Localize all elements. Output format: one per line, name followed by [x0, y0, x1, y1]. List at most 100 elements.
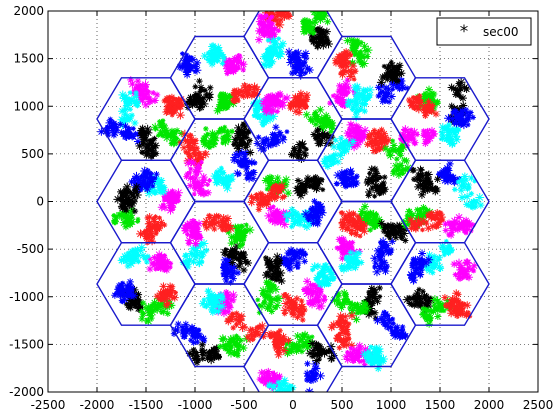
scatter-point	[202, 140, 209, 146]
scatter-point	[138, 187, 144, 193]
scatter-point	[133, 251, 139, 256]
scatter-point	[337, 301, 343, 306]
scatter-point	[182, 68, 189, 74]
scatter-point	[255, 97, 265, 106]
scatter-point	[128, 131, 133, 137]
scatter-point	[267, 299, 275, 307]
scatter-point	[127, 189, 134, 196]
scatter-point	[208, 49, 217, 58]
scatter-point	[267, 59, 275, 66]
scatter-point	[187, 170, 193, 176]
scatter-point	[201, 87, 208, 94]
scatter-point	[377, 361, 383, 367]
scatter-point	[247, 330, 256, 339]
scatter-point	[157, 129, 164, 136]
scatter-point	[289, 311, 297, 319]
scatter-point	[313, 14, 319, 20]
scatter-point	[365, 296, 372, 304]
scatter-point	[425, 133, 435, 143]
scatter-point	[199, 253, 206, 260]
scatter-point	[168, 140, 175, 147]
scatter-point	[436, 219, 443, 225]
scatter-point	[223, 130, 233, 140]
scatter-point	[310, 34, 315, 40]
scatter-point	[365, 132, 375, 142]
scatter-point	[420, 306, 426, 312]
scatter-point	[174, 99, 181, 105]
scatter-point	[215, 308, 222, 315]
scatter-point	[270, 204, 276, 210]
scatter-point	[119, 94, 129, 103]
scatter-point	[159, 187, 168, 196]
scatter-point	[307, 177, 315, 185]
scatter-point	[352, 253, 361, 262]
scatter-point	[183, 158, 193, 168]
scatter-point	[464, 186, 471, 192]
scatter-point	[221, 55, 227, 62]
scatter-point	[274, 374, 280, 379]
scatter-point	[281, 193, 288, 200]
scatter-point	[428, 210, 435, 216]
scatter-point	[197, 154, 205, 162]
scatter-point	[192, 68, 199, 75]
scatter-point	[293, 57, 303, 67]
scatter-point	[269, 131, 276, 138]
scatter-point	[370, 146, 379, 155]
scatter-point	[455, 291, 462, 298]
scatter-point	[299, 317, 306, 323]
scatter-point	[220, 265, 225, 270]
scatter-point	[256, 309, 263, 316]
scatter-point	[286, 383, 293, 390]
scatter-point	[452, 271, 459, 278]
scatter-point	[309, 346, 318, 355]
scatter-point	[170, 330, 178, 337]
scatter-point	[420, 257, 425, 263]
scatter-point	[280, 12, 289, 21]
scatter-point	[122, 106, 130, 113]
scatter-point	[257, 368, 266, 377]
scatter-point	[203, 247, 210, 254]
scatter-point	[275, 98, 282, 105]
scatter-point	[463, 310, 471, 318]
scatter-point	[122, 93, 131, 102]
scatter-point	[345, 130, 354, 138]
scatter-point	[188, 100, 197, 109]
scatter-point	[377, 190, 384, 196]
scatter-point	[346, 336, 352, 342]
scatter-point	[443, 124, 452, 134]
scatter-point	[340, 323, 348, 330]
scatter-point	[233, 87, 243, 97]
scatter-point	[330, 93, 336, 99]
scatter-point	[359, 226, 369, 236]
scatter-point	[182, 56, 189, 63]
scatter-point	[297, 179, 307, 188]
scatter-point	[277, 382, 285, 390]
scatter-point	[409, 264, 417, 272]
scatter-point	[366, 310, 374, 317]
scatter-point	[264, 193, 271, 200]
scatter-point	[142, 255, 148, 262]
scatter-point	[188, 166, 194, 172]
scatter-point	[340, 181, 346, 186]
scatter-point	[195, 183, 205, 193]
scatter-point	[263, 94, 271, 102]
scatter-point	[371, 309, 379, 317]
scatter-point	[366, 289, 372, 295]
scatter-point	[460, 275, 465, 281]
scatter-point	[225, 174, 233, 182]
scatter-point	[223, 173, 230, 181]
scatter-point	[364, 175, 374, 184]
scatter-point	[295, 346, 301, 353]
scatter-point	[400, 166, 406, 172]
scatter-point	[221, 260, 231, 270]
scatter-point	[284, 341, 290, 347]
scatter-point	[321, 32, 330, 40]
scatter-point	[348, 58, 357, 67]
scatter-point	[470, 222, 476, 228]
scatter-point	[193, 164, 201, 171]
scatter-point	[345, 180, 353, 188]
scatter-point	[276, 36, 282, 42]
scatter-point	[374, 83, 383, 91]
scatter-point	[205, 131, 211, 137]
scatter-point	[268, 308, 275, 315]
